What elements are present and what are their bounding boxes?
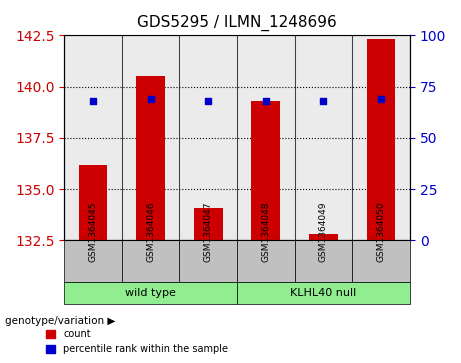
Text: genotype/variation ▶: genotype/variation ▶ (5, 316, 115, 326)
Text: GSM1364045: GSM1364045 (89, 201, 98, 261)
FancyBboxPatch shape (64, 282, 237, 305)
Bar (64, 35, 122, 240)
Text: GSM1364050: GSM1364050 (377, 201, 385, 261)
FancyBboxPatch shape (122, 240, 179, 282)
Text: GSM1364046: GSM1364046 (146, 201, 155, 261)
Text: wild type: wild type (125, 288, 176, 298)
Point (262, 98, 270, 104)
Bar (122, 35, 179, 240)
Legend: count, percentile rank within the sample: count, percentile rank within the sample (42, 326, 232, 358)
Text: GSM1364048: GSM1364048 (261, 201, 270, 261)
Bar (79, 164, 107, 240)
Point (320, 98, 327, 104)
Bar (179, 35, 237, 240)
Bar (366, 40, 396, 240)
Text: KLHL40 null: KLHL40 null (290, 288, 357, 298)
Title: GDS5295 / ILMN_1248696: GDS5295 / ILMN_1248696 (137, 15, 337, 31)
Bar (352, 35, 410, 240)
Point (147, 96, 154, 102)
Bar (237, 35, 295, 240)
Text: GSM1364049: GSM1364049 (319, 201, 328, 261)
FancyBboxPatch shape (64, 240, 122, 282)
FancyBboxPatch shape (295, 240, 352, 282)
FancyBboxPatch shape (352, 240, 410, 282)
Bar (251, 101, 280, 240)
Point (205, 98, 212, 104)
Bar (136, 76, 165, 240)
Bar (309, 234, 338, 240)
FancyBboxPatch shape (237, 282, 410, 305)
Bar (194, 208, 223, 240)
Point (378, 96, 385, 102)
Point (89, 98, 97, 104)
FancyBboxPatch shape (237, 240, 295, 282)
Text: GSM1364047: GSM1364047 (204, 201, 213, 261)
Bar (295, 35, 352, 240)
FancyBboxPatch shape (179, 240, 237, 282)
